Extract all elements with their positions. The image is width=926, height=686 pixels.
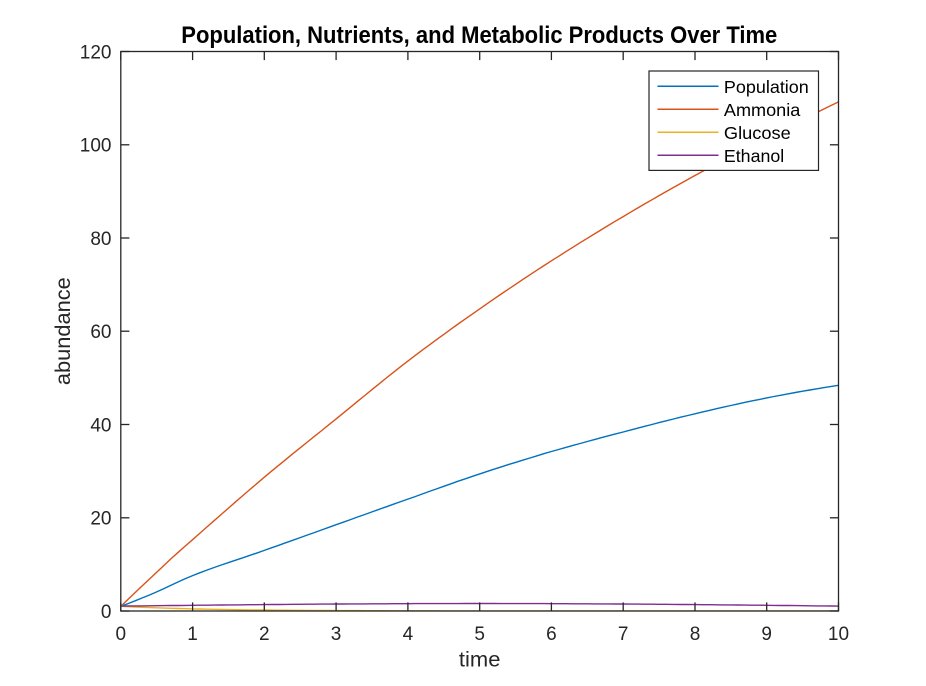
svg-text:60: 60 <box>90 322 111 343</box>
svg-text:Population: Population <box>724 77 809 97</box>
svg-text:Glucose: Glucose <box>724 123 791 143</box>
svg-text:abundance: abundance <box>52 277 75 385</box>
svg-text:0: 0 <box>101 602 112 623</box>
svg-text:0: 0 <box>116 624 127 645</box>
svg-text:4: 4 <box>403 624 414 645</box>
svg-text:100: 100 <box>80 136 112 157</box>
svg-text:8: 8 <box>690 624 701 645</box>
svg-text:5: 5 <box>474 624 485 645</box>
svg-text:20: 20 <box>90 509 111 530</box>
svg-text:40: 40 <box>90 415 111 436</box>
svg-text:9: 9 <box>761 624 772 645</box>
svg-text:80: 80 <box>90 229 111 250</box>
svg-text:1: 1 <box>187 624 198 645</box>
svg-text:Ammonia: Ammonia <box>724 100 801 120</box>
svg-text:120: 120 <box>80 42 112 63</box>
svg-text:6: 6 <box>546 624 557 645</box>
svg-text:Population, Nutrients, and Met: Population, Nutrients, and Metabolic Pro… <box>181 22 777 49</box>
svg-text:3: 3 <box>331 624 342 645</box>
svg-text:Ethanol: Ethanol <box>724 146 784 166</box>
svg-text:7: 7 <box>618 624 629 645</box>
svg-text:time: time <box>459 649 501 672</box>
svg-text:10: 10 <box>828 624 849 645</box>
svg-text:2: 2 <box>259 624 270 645</box>
